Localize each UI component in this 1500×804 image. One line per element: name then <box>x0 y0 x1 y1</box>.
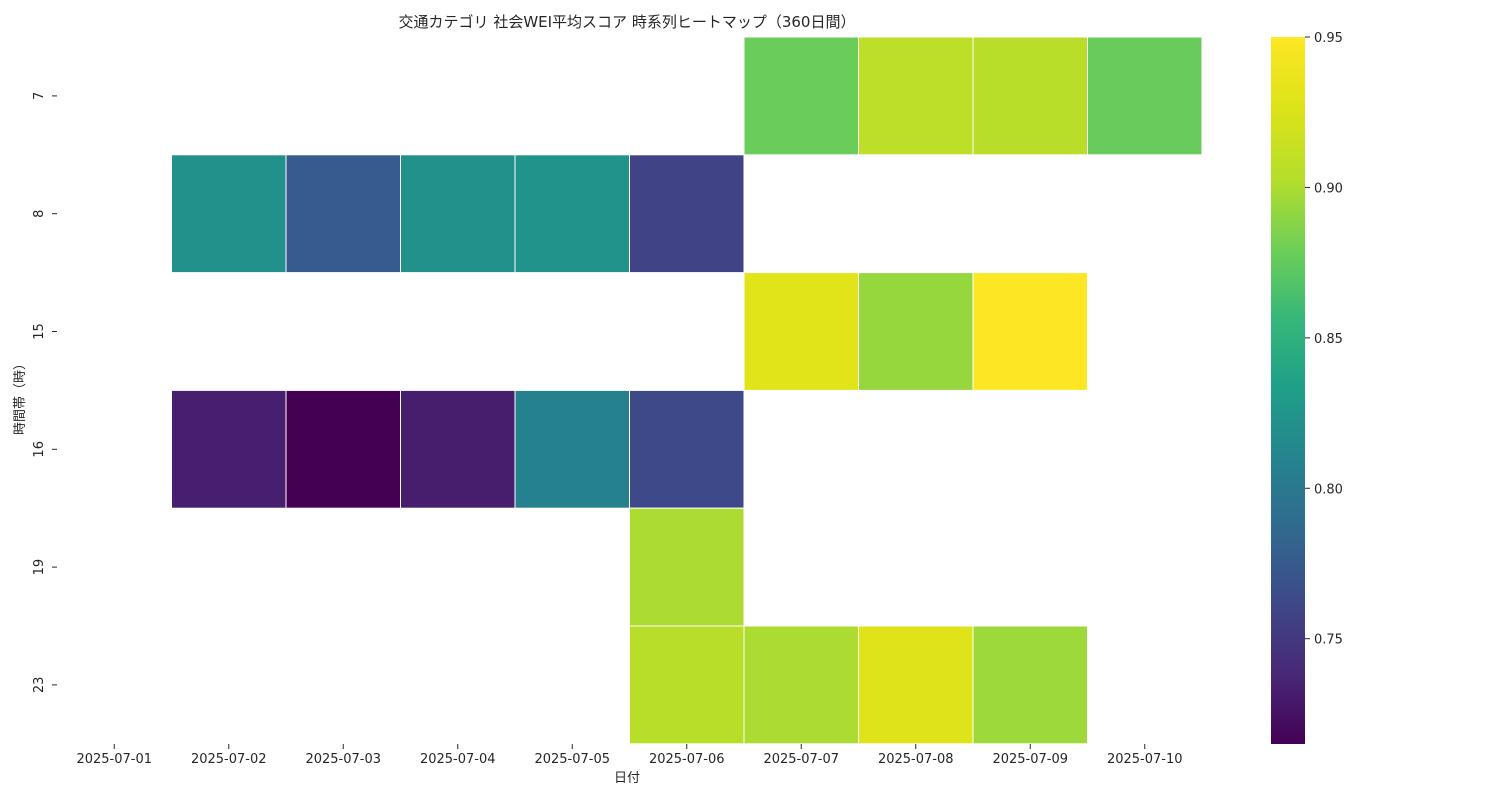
heatmap-cell-16-2025-07-02 <box>171 389 287 509</box>
heatmap-cell-16-2025-07-05 <box>514 389 630 509</box>
y-axis-label: 時間帯（時） <box>13 357 28 435</box>
heatmap-cell-23-2025-07-07 <box>743 625 859 745</box>
x-tick-label: 2025-07-03 <box>305 752 381 767</box>
heatmap-cell-23-2025-07-09 <box>972 625 1088 745</box>
x-tick-label: 2025-07-06 <box>649 752 725 767</box>
heatmap-cell-7-2025-07-08 <box>858 36 974 156</box>
heatmap-cell-8-2025-07-05 <box>514 154 630 274</box>
heatmap-cell-16-2025-07-04 <box>400 389 516 509</box>
colorbar-tick-label: 0.85 <box>1314 332 1343 347</box>
heatmap-cell-7-2025-07-09 <box>972 36 1088 156</box>
heatmap-cell-19-2025-07-06 <box>629 507 745 627</box>
heatmap-cell-23-2025-07-08 <box>858 625 974 745</box>
heatmap-cell-16-2025-07-03 <box>285 389 401 509</box>
heatmap-cell-15-2025-07-08 <box>858 272 974 391</box>
y-tick-label: 23 <box>32 677 47 694</box>
y-tick-label: 19 <box>32 559 47 576</box>
heatmap-cell-23-2025-07-06 <box>629 625 745 745</box>
x-tick-label: 2025-07-08 <box>878 752 954 767</box>
heatmap-cell-7-2025-07-10 <box>1087 36 1203 156</box>
colorbar-ticks: 0.75 0.80 0.85 0.90 0.95 <box>1305 31 1343 648</box>
x-tick-label: 2025-07-01 <box>76 752 152 767</box>
y-tick-label: 16 <box>32 441 47 458</box>
y-tick-label: 7 <box>32 92 47 100</box>
heatmap-cell-8-2025-07-04 <box>400 154 516 274</box>
colorbar <box>1271 37 1305 744</box>
heatmap-cells <box>171 36 1203 745</box>
x-axis: 2025-07-01 2025-07-02 2025-07-03 2025-07-04… <box>76 744 1183 767</box>
heatmap-cell-15-2025-07-09 <box>972 272 1088 391</box>
x-tick-label: 2025-07-04 <box>420 752 496 767</box>
x-axis-label: 日付 <box>614 771 640 786</box>
colorbar-tick-label: 0.75 <box>1314 633 1343 648</box>
x-tick-label: 2025-07-05 <box>534 752 610 767</box>
chart-title: 交通カテゴリ 社会WEI平均スコア 時系列ヒートマップ（360日間） <box>399 13 856 31</box>
y-tick-label: 8 <box>32 210 47 218</box>
y-axis: 7 8 15 16 19 23 <box>32 92 57 693</box>
colorbar-tick-label: 0.90 <box>1314 181 1343 196</box>
colorbar-tick-label: 0.80 <box>1314 482 1343 497</box>
x-tick-label: 2025-07-09 <box>992 752 1068 767</box>
colorbar-tick-label: 0.95 <box>1314 31 1343 46</box>
heatmap-cell-7-2025-07-07 <box>743 36 859 156</box>
heatmap-cell-16-2025-07-06 <box>629 389 745 509</box>
x-tick-label: 2025-07-02 <box>191 752 267 767</box>
heatmap-cell-15-2025-07-07 <box>743 272 859 391</box>
x-tick-label: 2025-07-07 <box>763 752 839 767</box>
y-tick-label: 15 <box>32 323 47 340</box>
heatmap-cell-8-2025-07-02 <box>171 154 287 274</box>
x-tick-label: 2025-07-10 <box>1107 752 1183 767</box>
heatmap-cell-8-2025-07-06 <box>629 154 745 274</box>
heatmap-cell-8-2025-07-03 <box>285 154 401 274</box>
